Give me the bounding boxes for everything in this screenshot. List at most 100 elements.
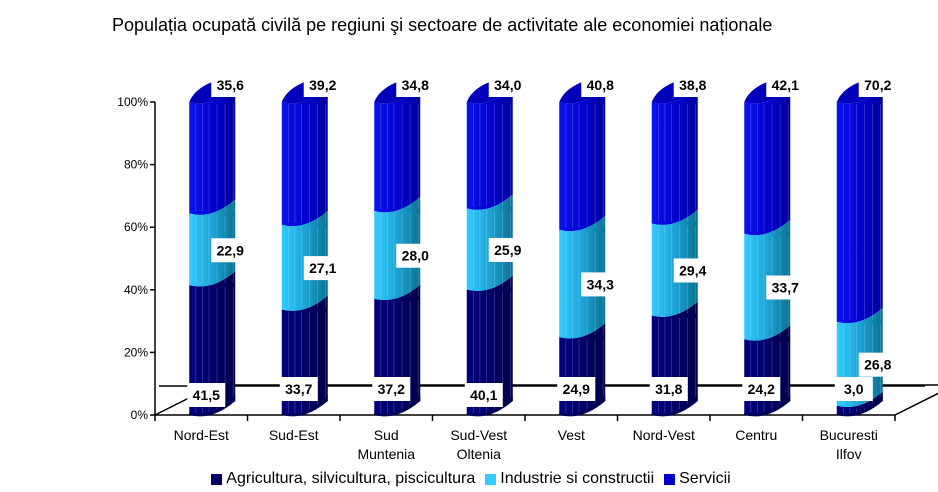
bar-stack xyxy=(374,76,421,417)
legend-swatch xyxy=(211,473,223,485)
data-label: 39,2 xyxy=(309,77,336,93)
y-tick-label: 80% xyxy=(124,158,148,172)
data-label: 42,1 xyxy=(772,77,799,93)
data-label-box xyxy=(858,73,897,97)
x-category-label: Nord-Vest xyxy=(633,427,695,443)
legend-label: Industrie si constructii xyxy=(500,470,655,487)
bar-bottom-cap xyxy=(836,395,883,416)
data-label-box xyxy=(464,383,503,407)
data-label-box xyxy=(396,73,435,97)
legend-label: Servicii xyxy=(679,470,731,487)
legend: Agricultura, silvicultura, piscicultura … xyxy=(0,470,938,488)
data-label-box xyxy=(211,238,250,263)
data-label-box xyxy=(742,377,781,401)
data-label: 34,8 xyxy=(402,77,429,93)
x-category-label: Centru xyxy=(735,427,777,443)
chart-floor xyxy=(154,384,938,416)
legend-item-servicii: Servicii xyxy=(664,470,731,488)
y-axis: 0% 20% 40% 60% 80% 100% xyxy=(117,95,896,422)
bar-segment-servicii xyxy=(374,88,421,213)
bar-bottom-cap xyxy=(651,395,698,416)
data-label: 33,7 xyxy=(772,280,799,296)
bar-segment-agricultura xyxy=(836,391,883,417)
x-category-label: Muntenia xyxy=(357,446,415,462)
data-label-box xyxy=(372,377,411,401)
data-label: 24,2 xyxy=(748,381,775,397)
data-label-box xyxy=(649,377,688,401)
bar-segment-servicii xyxy=(189,88,236,215)
data-label: 34,3 xyxy=(587,276,614,292)
data-label-box xyxy=(557,377,596,401)
data-label-box xyxy=(834,377,873,401)
data-label-box xyxy=(858,352,897,377)
data-label: 28,0 xyxy=(402,248,429,264)
legend-item-industrie: Industrie si constructii xyxy=(485,470,654,488)
y-tick-label: 60% xyxy=(124,220,148,234)
x-category-label: Bucuresti xyxy=(820,427,878,443)
bar-segment-agricultura xyxy=(189,271,236,417)
y-tick-label: 20% xyxy=(124,345,148,359)
data-label: 22,9 xyxy=(217,242,244,258)
data-label: 40,1 xyxy=(470,387,497,403)
data-label-box xyxy=(488,73,527,97)
data-label-box xyxy=(673,258,712,283)
data-label: 26,8 xyxy=(864,357,891,373)
data-label: 31,8 xyxy=(655,381,682,397)
chart-title: Populația ocupată civilă pe regiuni şi s… xyxy=(112,15,773,35)
data-label: 35,6 xyxy=(217,77,244,93)
bar-bottom-cap xyxy=(374,395,421,416)
bar-bottom-cap xyxy=(744,395,791,416)
legend-label: Agricultura, silvicultura, piscicultura xyxy=(226,470,476,487)
data-label: 27,1 xyxy=(309,260,336,276)
data-label: 38,8 xyxy=(679,77,706,93)
data-label-box xyxy=(211,73,250,97)
bar-stack xyxy=(744,76,791,417)
bars-group xyxy=(189,76,883,417)
bar-segment-servicii xyxy=(281,88,328,227)
y-tick-label: 40% xyxy=(124,283,148,297)
data-label: 70,2 xyxy=(864,77,891,93)
data-label-box xyxy=(279,377,318,401)
x-category-label: Sud xyxy=(374,427,399,443)
x-category-label: Sud-Est xyxy=(269,427,319,443)
data-label-box xyxy=(581,272,620,297)
legend-swatch xyxy=(664,473,676,485)
bar-segment-servicii xyxy=(836,88,883,324)
data-label-box xyxy=(396,243,435,268)
data-label-box xyxy=(673,73,712,97)
data-label: 24,9 xyxy=(563,381,590,397)
bar-stack xyxy=(559,76,606,417)
data-label-box xyxy=(581,73,620,97)
bar-bottom-cap xyxy=(189,395,236,416)
bar-stack xyxy=(466,76,513,417)
bar-stack xyxy=(281,76,328,417)
bar-segment-agricultura xyxy=(466,275,513,417)
data-label-box xyxy=(303,73,342,97)
bar-bottom-cap xyxy=(559,395,606,416)
x-category-label: Sud-Vest xyxy=(450,427,507,443)
x-category-label: Ilfov xyxy=(836,446,862,462)
data-label: 40,8 xyxy=(587,77,614,93)
bar-segment-servicii xyxy=(744,88,791,236)
y-tick-label: 100% xyxy=(117,95,148,109)
x-category-label: Vest xyxy=(558,427,585,443)
floor-outline xyxy=(154,384,938,416)
legend-swatch xyxy=(485,473,497,485)
bar-bottom-cap xyxy=(281,395,328,416)
data-label: 25,9 xyxy=(494,242,521,258)
bar-bottom-cap xyxy=(466,395,513,416)
bar-stack xyxy=(651,76,698,417)
data-label: 41,5 xyxy=(193,387,220,403)
data-label: 29,4 xyxy=(679,262,706,278)
data-label-box xyxy=(766,73,805,97)
data-label-box xyxy=(303,256,342,281)
bar-segment-servicii xyxy=(559,88,606,232)
y-tick-label: 0% xyxy=(131,408,149,422)
bar-stack xyxy=(189,76,236,417)
data-label: 34,0 xyxy=(494,77,521,93)
data-label: 37,2 xyxy=(378,381,405,397)
data-label: 3,0 xyxy=(844,381,864,397)
chart-plot: 0% 20% 40% 60% 80% 100% 41,5 22,9 35,6 33,7 27,1 3… xyxy=(117,73,938,462)
bar-segment-servicii xyxy=(466,88,513,210)
bar-segment-servicii xyxy=(651,88,698,225)
